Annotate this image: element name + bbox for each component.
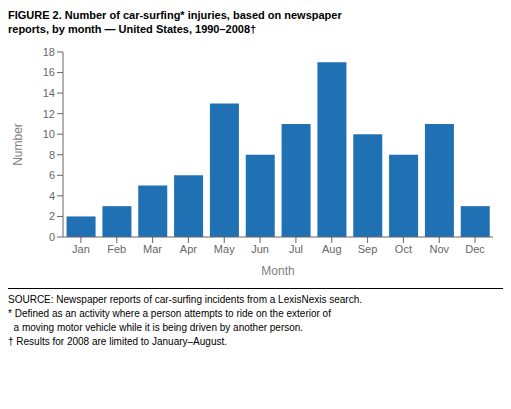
svg-text:8: 8 (49, 149, 55, 161)
svg-text:Dec: Dec (465, 243, 485, 255)
svg-text:18: 18 (43, 46, 55, 58)
svg-text:Oct: Oct (395, 243, 412, 255)
svg-text:14: 14 (43, 87, 55, 99)
html-text:FIGURE 2. Number of car-surfin: FIGURE 2. Number of car-surfing* injurie… (8, 9, 342, 21)
svg-text:16: 16 (43, 66, 55, 78)
svg-text:Jun: Jun (251, 243, 269, 255)
svg-text:Month: Month (261, 264, 294, 278)
svg-text:Jul: Jul (289, 243, 303, 255)
svg-text:2: 2 (49, 210, 55, 222)
html-text:reports, by month — United Sta: reports, by month — United States, 1990–… (8, 23, 257, 35)
svg-text:Number: Number (11, 123, 25, 166)
svg-text:May: May (214, 243, 235, 255)
svg-text:0: 0 (49, 231, 55, 243)
svg-text:Feb: Feb (107, 243, 126, 255)
svg-text:Mar: Mar (143, 243, 162, 255)
svg-text:Aug: Aug (322, 243, 342, 255)
svg-text:Apr: Apr (180, 243, 197, 255)
svg-text:Nov: Nov (429, 243, 449, 255)
html-text:a moving motor vehicle while i: a moving motor vehicle while it is being… (8, 322, 304, 333)
svg-text:Jan: Jan (72, 243, 90, 255)
svg-text:Sep: Sep (358, 243, 378, 255)
svg-text:12: 12 (43, 108, 55, 120)
html-text:* Defined as an activity where: * Defined as an activity where a person … (8, 308, 331, 319)
html-text:† Results for 2008 are limited: † Results for 2008 are limited to Januar… (8, 336, 227, 347)
svg-text:10: 10 (43, 128, 55, 140)
svg-text:6: 6 (49, 169, 55, 181)
html-text:SOURCE: Newspaper reports of c: SOURCE: Newspaper reports of car-surfing… (8, 294, 362, 305)
svg-text:4: 4 (49, 190, 55, 202)
